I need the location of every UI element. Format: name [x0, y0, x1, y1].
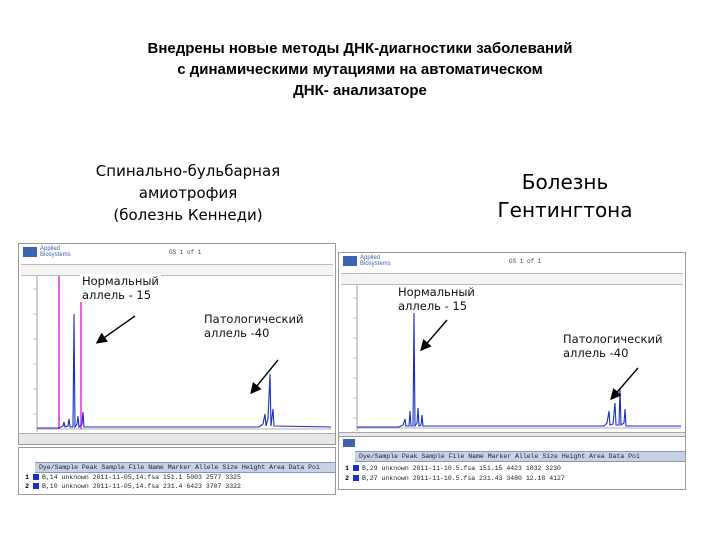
kennedy-normal-allele-label: Нормальный аллель - 15	[80, 274, 161, 302]
logo-line-2: Biosystems	[360, 261, 391, 267]
applied-biosystems-logo-icon	[23, 247, 37, 257]
row-index: 2	[25, 483, 29, 490]
title-line-1: Внедрены новые методы ДНК-диагностики за…	[147, 40, 573, 57]
dye-swatch-icon	[353, 465, 359, 472]
row-text: B,10 unknown 2011-11-05,14.fsa 231.4 642…	[42, 483, 241, 490]
huntington-marker-strip	[341, 273, 683, 285]
title-line-3: ДНК- анализаторе	[293, 82, 427, 99]
kennedy-heading-line-3: (болезнь Кеннеди)	[113, 206, 263, 224]
huntington-heading: Болезнь Гентингтона	[470, 168, 660, 224]
huntington-table-header-bar	[339, 437, 685, 451]
kennedy-heading-line-2: амиотрофия	[138, 184, 238, 202]
applied-biosystems-logo-icon	[343, 256, 357, 266]
applied-biosystems-logo-icon	[343, 439, 355, 447]
title-line-2: с динамическими мутациями на автоматичес…	[177, 61, 543, 78]
dye-swatch-icon	[33, 474, 39, 481]
row-text: B,27 unknown 2011-11-10.5.fsa 231.43 348…	[362, 475, 565, 482]
dye-swatch-icon	[353, 475, 359, 482]
huntington-blue-trace	[357, 312, 681, 428]
table-row[interactable]: 2 B,27 unknown 2011-11-10.5.fsa 231.43 34…	[339, 474, 685, 483]
kennedy-heading-line-1: Спинально-бульбарная	[95, 162, 281, 180]
label-line-1: Патологический	[563, 332, 663, 346]
huntington-results-table: Dye/Sample Peak Sample File Name Marker …	[338, 436, 686, 490]
kennedy-heading: Спинально-бульбарная амиотрофия (болезнь…	[78, 160, 298, 226]
label-line-1: Нормальный	[82, 274, 159, 288]
kennedy-plot-header: Applied Biosystems GS 1 of 1	[19, 244, 335, 264]
label-line-2: аллель - 15	[398, 299, 468, 313]
huntington-heading-line-1: Болезнь	[521, 170, 609, 194]
logo-line-1: Applied	[360, 255, 381, 261]
table-row[interactable]: 2 B,10 unknown 2011-11-05,14.fsa 231.4 64…	[19, 482, 335, 491]
label-line-2: аллель - 15	[82, 288, 152, 302]
huntington-logo-text: Applied Biosystems	[360, 255, 391, 267]
kennedy-plot-footer	[19, 433, 335, 444]
label-line-2: аллель -40	[204, 326, 270, 340]
row-text: B,29 unknown 2011-11-10.5.fsa 151.15 442…	[362, 465, 561, 472]
row-index: 1	[25, 474, 29, 481]
kennedy-trace-svg	[33, 276, 332, 432]
logo-line-1: Applied	[40, 246, 61, 252]
label-line-1: Нормальный	[398, 285, 475, 299]
table-row[interactable]: 1 B,14 unknown 2011-11-05,14.fsa 151.1 50…	[19, 473, 335, 482]
kennedy-table-header-bar	[19, 448, 335, 462]
huntington-pathological-allele-label: Патологический аллель -40	[563, 332, 662, 360]
huntington-table-columns: Dye/Sample Peak Sample File Name Marker …	[355, 451, 685, 462]
dye-swatch-icon	[33, 483, 39, 490]
huntington-header-id: GS 1 of 1	[509, 258, 542, 265]
kennedy-table-columns: Dye/Sample Peak Sample File Name Marker …	[35, 462, 335, 473]
row-index: 2	[345, 475, 349, 482]
logo-line-2: Biosystems	[40, 252, 71, 258]
row-text: B,14 unknown 2011-11-05,14.fsa 151.1 500…	[42, 474, 241, 481]
kennedy-plot-area	[19, 274, 335, 434]
label-line-2: аллель -40	[563, 346, 629, 360]
kennedy-marker-strip	[21, 264, 333, 276]
kennedy-electropherogram: Applied Biosystems GS 1 of 1	[18, 243, 336, 445]
kennedy-logo-text: Applied Biosystems	[40, 246, 71, 258]
table-row[interactable]: 1 B,29 unknown 2011-11-10.5.fsa 151.15 44…	[339, 464, 685, 473]
row-index: 1	[345, 465, 349, 472]
huntington-plot-header: Applied Biosystems GS 1 of 1	[339, 253, 685, 273]
huntington-normal-allele-label: Нормальный аллель - 15	[398, 285, 475, 313]
kennedy-results-table: Dye/Sample Peak Sample File Name Marker …	[18, 447, 336, 495]
kennedy-pathological-allele-label: Патологический аллель -40	[204, 312, 303, 340]
slide-title: Внедрены новые методы ДНК-диагностики за…	[100, 38, 620, 101]
kennedy-header-id: GS 1 of 1	[169, 249, 202, 256]
label-line-1: Патологический	[204, 312, 304, 326]
huntington-heading-line-2: Гентингтона	[497, 198, 633, 222]
